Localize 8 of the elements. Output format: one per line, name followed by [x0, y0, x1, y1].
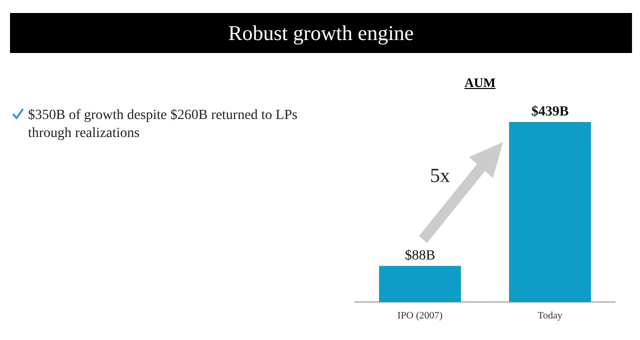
data-label: $439B — [531, 104, 569, 120]
chart-subtitle: AUM — [463, 75, 497, 91]
text: $350B of growth despite $260B returned to LPs through realizations — [28, 107, 298, 143]
x-tick-label: IPO (2007) — [397, 310, 443, 322]
data-label: $88B — [404, 248, 436, 264]
x-tick-label: Today — [538, 310, 562, 322]
annotation: 5x — [430, 165, 450, 188]
chart-title: Robust growth engine — [10, 13, 632, 53]
